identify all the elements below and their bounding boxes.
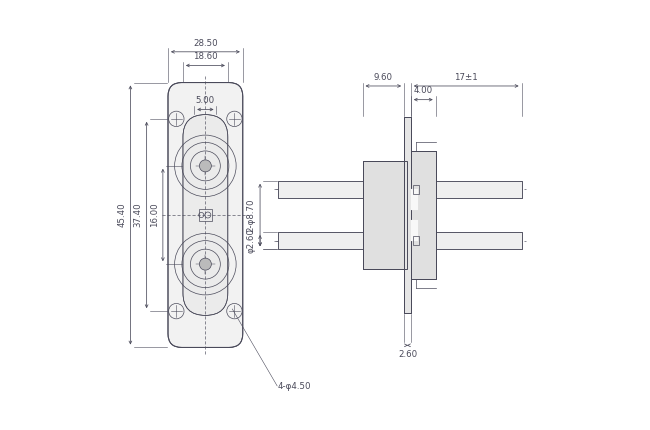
Text: 16.00: 16.00 xyxy=(150,203,159,227)
Bar xyxy=(404,117,411,313)
Bar xyxy=(198,209,212,221)
Bar xyxy=(413,185,419,194)
Text: 4-φ4.50: 4-φ4.50 xyxy=(278,382,311,391)
FancyBboxPatch shape xyxy=(168,83,242,347)
Text: 2-φ8.70: 2-φ8.70 xyxy=(247,198,256,232)
Bar xyxy=(278,181,363,198)
Text: 37.40: 37.40 xyxy=(133,203,142,227)
Bar xyxy=(414,232,521,249)
Text: 28.50: 28.50 xyxy=(193,39,218,48)
Bar xyxy=(413,237,419,245)
Bar xyxy=(404,117,411,313)
Bar xyxy=(411,151,436,279)
Text: 2.60: 2.60 xyxy=(398,350,417,359)
Bar xyxy=(363,160,408,270)
Bar xyxy=(411,189,418,210)
Bar xyxy=(411,220,418,241)
Bar xyxy=(414,232,521,249)
Bar xyxy=(363,160,408,270)
Circle shape xyxy=(200,160,211,172)
Bar xyxy=(411,151,436,279)
Circle shape xyxy=(200,258,211,270)
FancyBboxPatch shape xyxy=(183,115,227,315)
Text: 5.00: 5.00 xyxy=(196,96,215,105)
Text: 45.40: 45.40 xyxy=(117,203,126,227)
Bar xyxy=(278,232,363,249)
Bar xyxy=(278,232,363,249)
Text: 4.00: 4.00 xyxy=(413,86,433,95)
Text: 18.60: 18.60 xyxy=(193,52,218,61)
Text: φ2.60: φ2.60 xyxy=(247,228,256,253)
Text: 17±1: 17±1 xyxy=(454,73,478,82)
Bar xyxy=(414,181,521,198)
Bar xyxy=(278,181,363,198)
Text: 9.60: 9.60 xyxy=(374,73,393,82)
Bar xyxy=(414,181,521,198)
